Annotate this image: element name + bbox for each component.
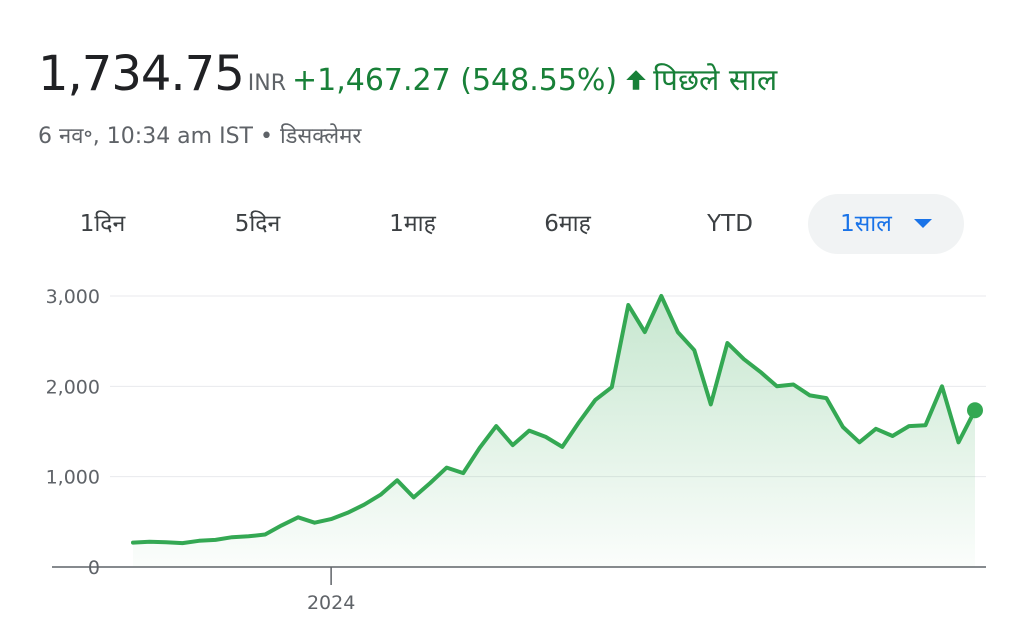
price-area-fill (133, 296, 975, 567)
tab-5-day[interactable]: 5दिन (185, 194, 330, 254)
price-chart: 0 1,000 2,000 3,000 2024 (46, 286, 986, 614)
x-tick-label: 2024 (307, 592, 355, 614)
separator-dot: • (259, 124, 273, 149)
range-tabs: 1दिन 5दिन 1माह 6माह YTD 1साल (30, 194, 970, 254)
timestamp-line: 6 नव॰, 10:34 am IST • डिसक्लेमर (38, 120, 361, 150)
y-tick-label: 2,000 (46, 376, 100, 398)
caret-down-icon[interactable] (913, 219, 932, 228)
tab-label: 6माह (544, 211, 591, 237)
y-tick-label: 0 (88, 557, 100, 579)
disclaimer-link[interactable]: डिसक्लेमर (279, 124, 362, 149)
tab-1-year[interactable]: 1साल (808, 194, 964, 254)
quote-header: 1,734.75 INR +1,467.27 (548.55%) पिछले साल (38, 46, 777, 102)
current-price: 1,734.75 (38, 46, 245, 102)
tab-6-month[interactable]: 6माह (495, 194, 640, 254)
currency-label: INR (247, 71, 286, 96)
price-line (131, 294, 977, 546)
timestamp: 6 नव॰, 10:34 am IST (38, 124, 253, 149)
price-change: +1,467.27 (548.55%) (291, 63, 618, 98)
tab-1-day[interactable]: 1दिन (30, 194, 175, 254)
tab-label: 1दिन (79, 211, 126, 237)
tab-label: 5दिन (234, 211, 281, 237)
tab-label: 1माह (389, 211, 436, 237)
arrow-up-icon (623, 67, 649, 93)
y-tick-label: 3,000 (46, 286, 100, 308)
last-price-dot (967, 402, 983, 419)
tab-1-month[interactable]: 1माह (340, 194, 485, 254)
y-tick-label: 1,000 (46, 467, 100, 489)
change-period: पिछले साल (653, 63, 778, 98)
tab-label: YTD (707, 211, 753, 237)
tab-label: 1साल (840, 211, 892, 237)
tab-ytd[interactable]: YTD (650, 194, 810, 254)
